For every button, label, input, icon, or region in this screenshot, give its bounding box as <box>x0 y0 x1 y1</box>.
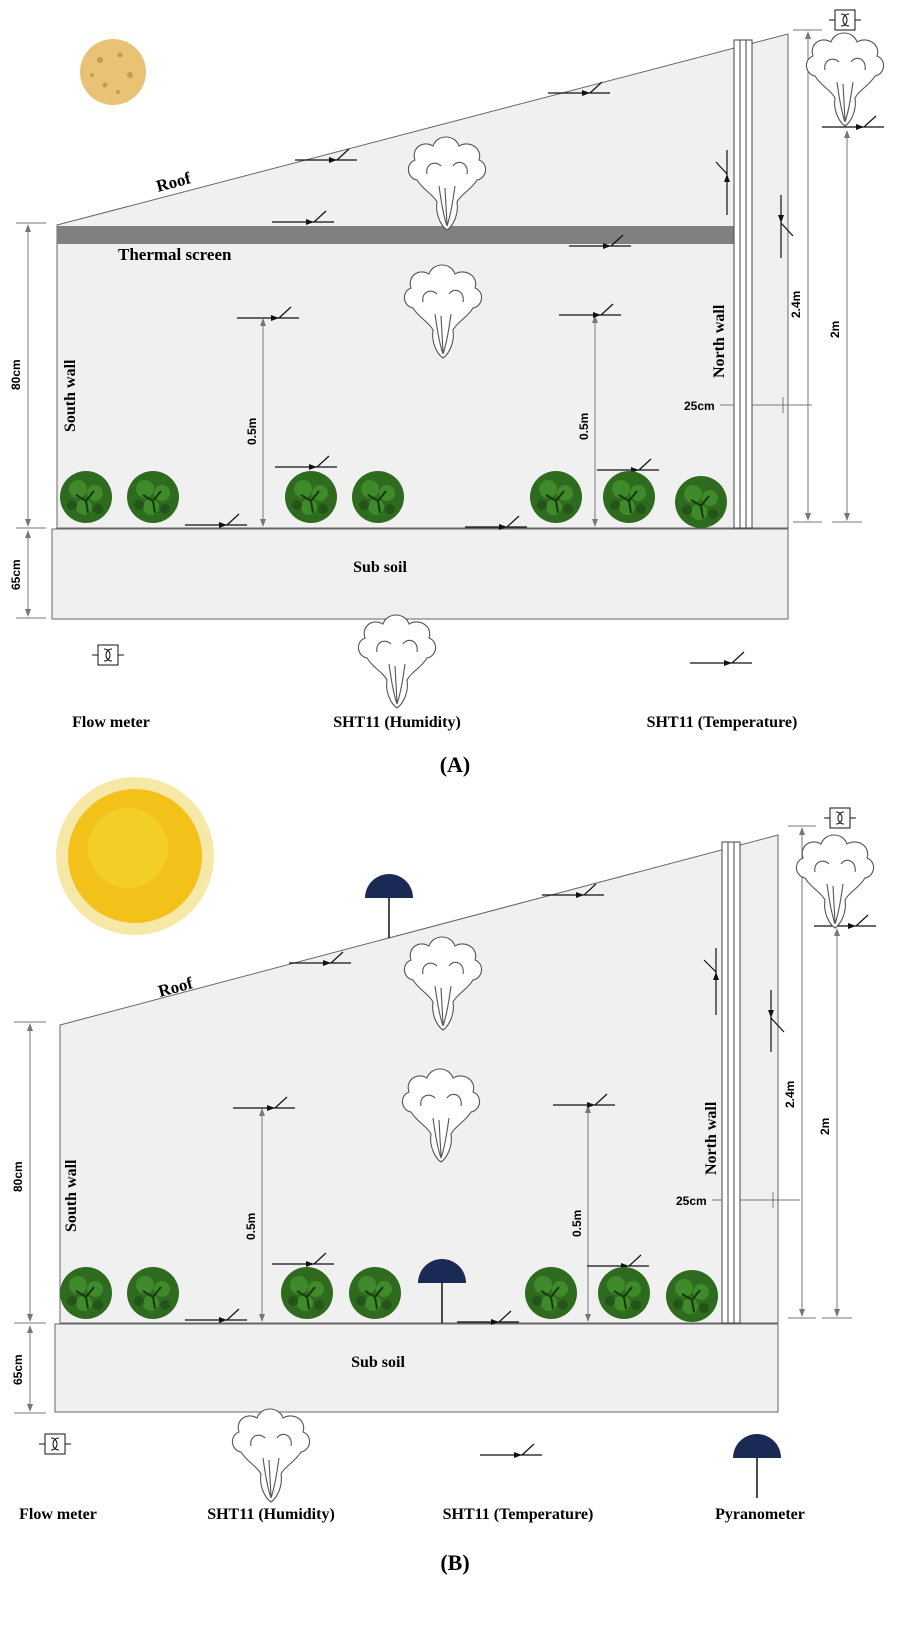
north-wall-label: North wall <box>703 1101 720 1175</box>
dimension-25cm-a: 25cm <box>684 397 812 413</box>
sensor-height-right-label: 0.5m <box>570 1210 584 1237</box>
plant <box>59 470 113 524</box>
sensor-height-right-label: 0.5m <box>577 413 591 440</box>
legend-pyranometer-label: Pyranometer <box>715 1506 805 1523</box>
sun-icon <box>80 39 146 105</box>
sensor-height-left-label: 0.5m <box>244 1213 258 1240</box>
plant <box>602 470 656 524</box>
dimension-2m-a: 2m <box>828 130 862 523</box>
thermal-screen <box>57 226 734 244</box>
panel-b: Roof South wall North wall Sub soil 80cm… <box>11 777 877 1575</box>
sun-highlight <box>88 808 168 888</box>
legend-temperature-label: SHT11 (Temperature) <box>443 1506 594 1523</box>
legend-flow-meter-label: Flow meter <box>72 714 150 731</box>
dimension-2.4m-b: 2.4m <box>783 825 816 1319</box>
sub-soil-label: Sub soil <box>353 559 407 576</box>
temperature-sensor-wall-inner <box>715 150 730 215</box>
sun-texture <box>90 52 133 94</box>
legend-pyranometer-icon <box>732 1433 782 1499</box>
dimension-2.4m-a: 2.4m <box>789 29 822 523</box>
legend-flow-meter-icon <box>91 644 125 666</box>
dimension-0.5m-left-b: 0.5m <box>244 1108 265 1322</box>
plant <box>597 1266 651 1320</box>
panel-a-caption: (A) <box>440 752 471 777</box>
dimension-0.5m-right-a: 0.5m <box>577 315 598 527</box>
sensor-height-left-label: 0.5m <box>245 418 259 445</box>
height-2.4m-label: 2.4m <box>783 1081 797 1108</box>
flow-meter-outdoor <box>828 9 862 31</box>
temperature-sensor-wall-outer <box>768 990 785 1052</box>
plant <box>348 1266 402 1320</box>
legend-humidity-label: SHT11 (Humidity) <box>333 714 461 731</box>
temperature-sensor-wall-inner <box>703 948 719 1015</box>
plant <box>529 470 583 524</box>
humidity-sensor-outdoor <box>795 834 875 929</box>
legend-humidity-icon <box>231 1408 311 1503</box>
plant <box>665 1269 719 1323</box>
sub-soil-label: Sub soil <box>351 1354 405 1371</box>
legend-temperature-label: SHT11 (Temperature) <box>647 714 798 731</box>
plant <box>126 1266 180 1320</box>
plant <box>59 1266 113 1320</box>
temperature-sensor-outdoor <box>821 115 885 131</box>
sub-soil-a <box>51 528 789 620</box>
plant <box>126 470 180 524</box>
thermal-screen-label: Thermal screen <box>118 245 232 264</box>
sub-soil-b <box>54 1323 779 1413</box>
panel-a: Roof Thermal screen South wall North wal… <box>9 9 885 777</box>
north-wall-label: North wall <box>711 304 728 378</box>
height-2.4m-label: 2.4m <box>789 291 803 318</box>
temperature-sensor-outdoor <box>813 914 877 930</box>
dimension-65cm-b: 65cm <box>11 1325 46 1414</box>
plant <box>284 470 338 524</box>
north-wall-b <box>721 841 741 1324</box>
legend-flow-meter-label: Flow meter <box>19 1506 97 1523</box>
dimension-80cm-b: 80cm <box>11 1021 46 1324</box>
wall-25cm-label: 25cm <box>684 399 715 413</box>
legend-flow-meter-icon <box>38 1433 72 1455</box>
legend-temperature-icon <box>689 651 753 667</box>
height-80cm-label: 80cm <box>11 1161 25 1192</box>
height-80cm-label: 80cm <box>9 359 23 390</box>
plant <box>280 1266 334 1320</box>
pyranometer-outdoor <box>364 873 414 939</box>
dimension-0.5m-right-b: 0.5m <box>570 1105 591 1322</box>
height-2m-label: 2m <box>818 1118 832 1135</box>
height-2m-label: 2m <box>828 321 842 338</box>
wall-25cm-label: 25cm <box>676 1194 707 1208</box>
north-wall-a <box>733 39 753 529</box>
legend-humidity-icon <box>357 614 437 709</box>
height-65cm-label: 65cm <box>11 1354 25 1385</box>
height-65cm-label: 65cm <box>9 559 23 590</box>
plant <box>674 475 728 529</box>
south-wall-label: South wall <box>62 359 79 432</box>
temperature-sensor-wall-outer <box>778 195 794 258</box>
humidity-sensor-outdoor <box>805 32 885 127</box>
legend-temperature-icon <box>479 1443 543 1459</box>
dimension-25cm-b: 25cm <box>676 1192 800 1208</box>
plant <box>351 470 405 524</box>
south-wall-label: South wall <box>63 1159 80 1232</box>
plant <box>524 1266 578 1320</box>
legend-humidity-label: SHT11 (Humidity) <box>207 1506 335 1523</box>
flow-meter-outdoor <box>823 807 857 829</box>
dimension-80cm-a: 80cm <box>9 222 46 529</box>
dimension-2m-b: 2m <box>818 928 852 1319</box>
dimension-0.5m-left-a: 0.5m <box>245 318 266 527</box>
panel-b-caption: (B) <box>440 1550 469 1575</box>
dimension-65cm-a: 65cm <box>9 530 46 619</box>
